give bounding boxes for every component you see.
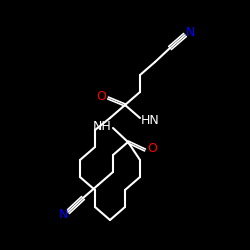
Text: O: O xyxy=(96,90,106,104)
Text: N: N xyxy=(58,208,68,220)
Text: N: N xyxy=(185,26,195,40)
Text: O: O xyxy=(147,142,157,156)
Text: NH: NH xyxy=(92,120,112,134)
Text: HN: HN xyxy=(140,114,160,126)
